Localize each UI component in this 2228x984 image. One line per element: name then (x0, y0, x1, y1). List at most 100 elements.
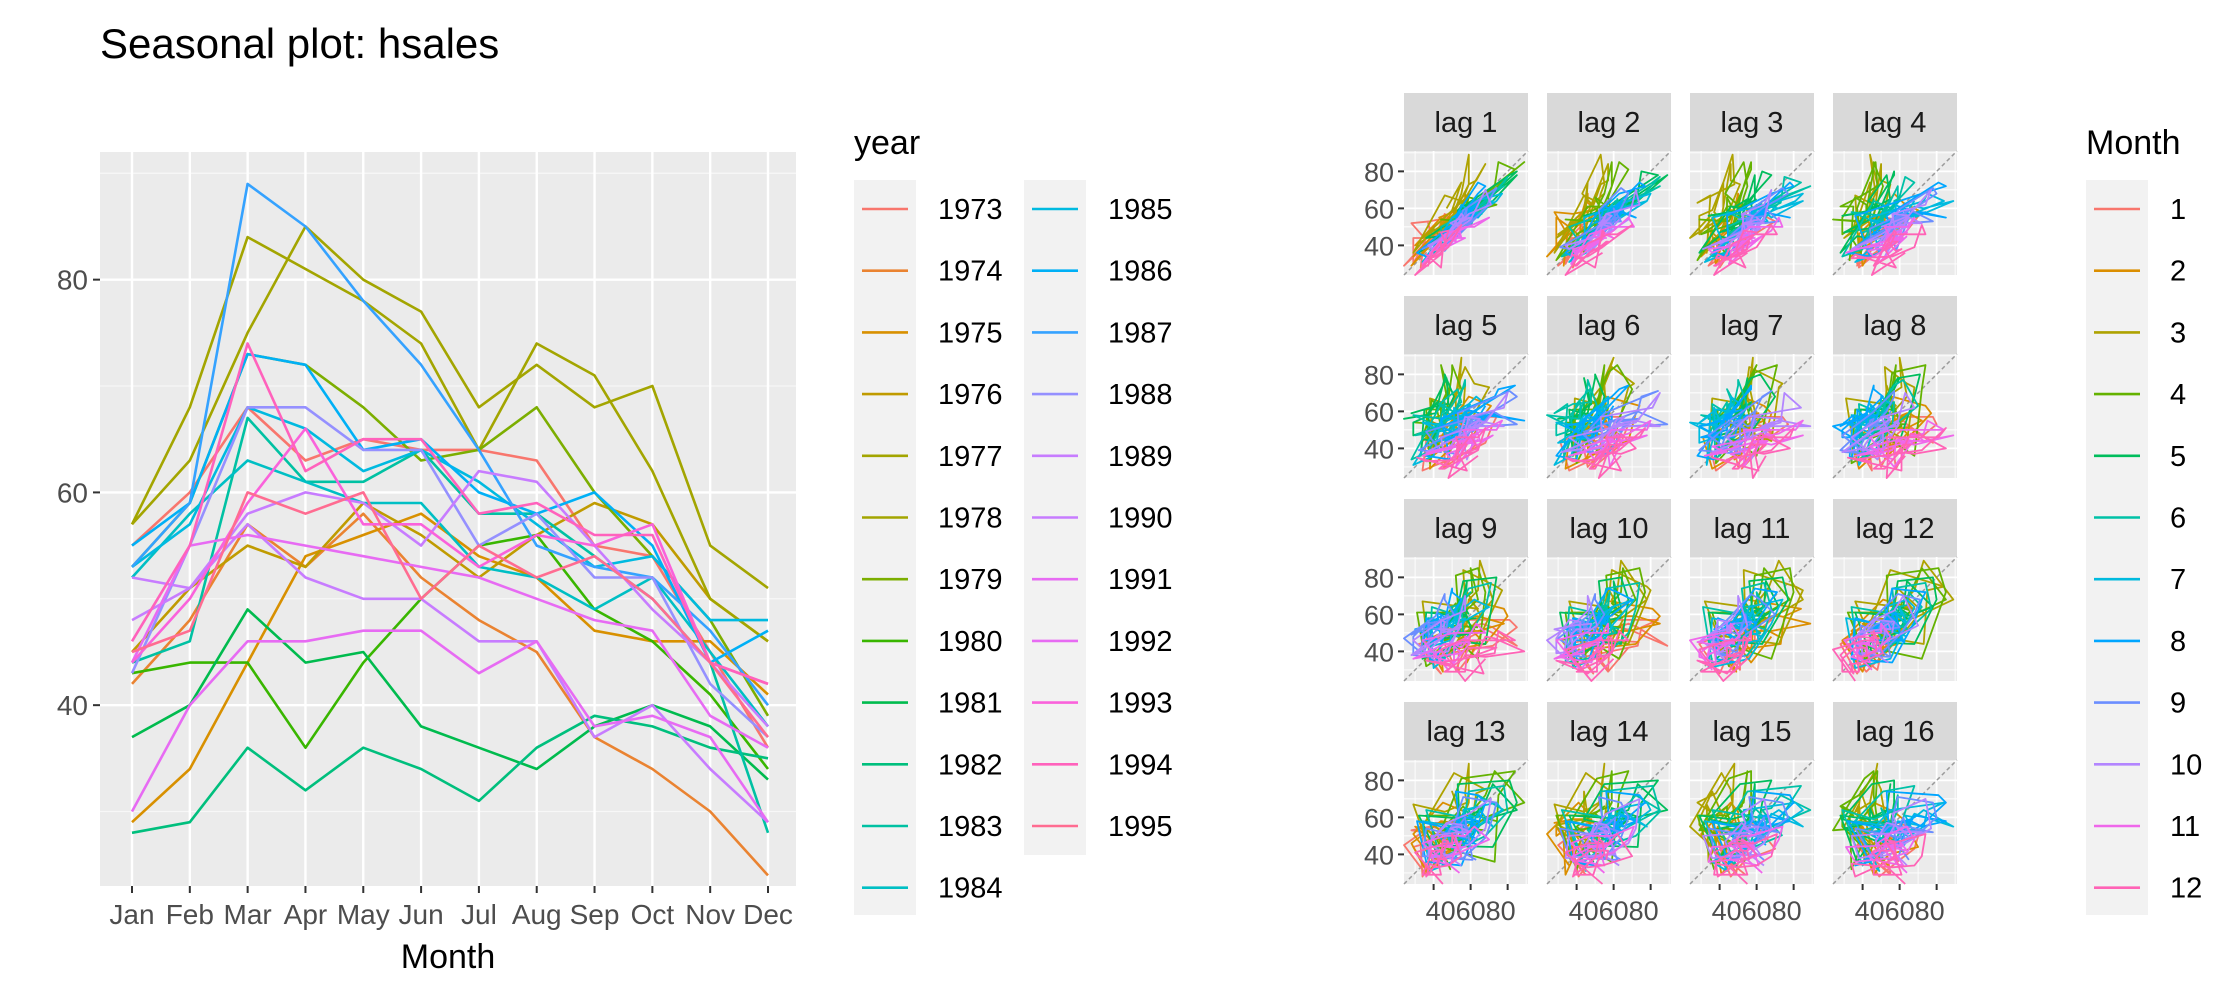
lag-panel-1: lag 1 40 60 80 (1364, 93, 1529, 276)
seasonal-series-line-1995 (131, 491, 770, 738)
seasonal-x-tick-label: Jan (109, 899, 154, 930)
seasonal-series-line-1974 (131, 512, 769, 877)
lag-panel-strip-label: lag 1 (1435, 107, 1498, 139)
lag-panel-strip-label: lag 2 (1578, 107, 1641, 139)
lag-panel-11: lag 11 (1689, 499, 1815, 682)
seasonal-series-line-1976 (131, 501, 769, 653)
lag-y-tick-label: 40 (1364, 231, 1394, 261)
month-legend-label: 9 (2170, 688, 2186, 720)
lag-path-month-12 (1850, 833, 1927, 885)
lag-panel-16: lag 16 406080 (1832, 702, 1958, 926)
lag-panel-strip (1833, 296, 1957, 354)
seasonal-x-tick-label: Sep (570, 899, 620, 930)
month-legend-key-background (2086, 180, 2148, 915)
year-legend-label: 1977 (938, 441, 1003, 473)
month-legend-label: 3 (2170, 317, 2186, 349)
lag-panel-strip-label: lag 15 (1712, 716, 1791, 748)
lag-path-month-5 (1707, 576, 1789, 660)
seasonal-x-tick-label: Aug (512, 899, 562, 930)
lag-path-month-11 (1854, 419, 1955, 468)
lag-path-month-6 (1546, 378, 1598, 461)
lag-path-month-12 (1564, 427, 1646, 479)
lag-path-month-12 (1711, 427, 1795, 479)
year-legend-label: 1975 (938, 317, 1003, 349)
month-legend-label: 10 (2170, 749, 2202, 781)
lag-path-month-12 (1846, 427, 1947, 479)
month-legend-label: 1 (2170, 194, 2186, 226)
lag-panel-14: lag 14 406080 (1546, 702, 1672, 926)
year-legend-label: 1989 (1108, 441, 1173, 473)
year-legend-label: 1987 (1108, 317, 1173, 349)
seasonal-y-tick-label: 40 (57, 690, 88, 721)
lag-panel-5: lag 5 40 60 80 (1364, 296, 1529, 479)
lag-panel-7: lag 7 (1689, 296, 1815, 479)
lag-panel-9: lag 9 40 60 80 (1364, 499, 1529, 682)
lag-panel-strip (1690, 499, 1814, 557)
lag-y-tick-label: 40 (1364, 637, 1394, 667)
lag-path-month-6 (1841, 785, 1916, 867)
lag-path-month-10 (1702, 188, 1773, 258)
lag-panel-strip (1547, 499, 1671, 557)
month-legend-label: 8 (2170, 626, 2186, 658)
year-legend-label: 1976 (938, 379, 1003, 411)
lag-panel-strip-label: lag 3 (1721, 107, 1784, 139)
lag-path-month-12 (1414, 224, 1463, 276)
lag-panel-strip-label: lag 14 (1569, 716, 1648, 748)
lag-path-month-3 (1689, 153, 1741, 254)
lag-path-month-9 (1557, 593, 1606, 658)
year-legend-label: 1978 (938, 503, 1003, 535)
lag-panel-strip-label: lag 8 (1864, 310, 1927, 342)
lag-panel-12: lag 12 (1832, 499, 1958, 682)
seasonal-series-line-1982 (131, 714, 769, 835)
seasonal-x-tick-label: Jun (399, 899, 444, 930)
lag-panel-strip (1833, 499, 1957, 557)
lag-panel-strip (1404, 296, 1528, 354)
year-legend-label: 1985 (1108, 194, 1173, 226)
lag-path-month-11 (1570, 216, 1635, 265)
lag-y-tick-label: 80 (1364, 157, 1394, 187)
seasonal-series-line-1988 (130, 405, 769, 739)
lag-y-tick-label: 80 (1364, 360, 1394, 390)
lag-path-month-12 (1564, 224, 1633, 276)
seasonal-series-line-1993 (131, 427, 769, 686)
lag-path-month-4 (1832, 770, 1884, 871)
lag-path-month-9 (1707, 593, 1776, 658)
lag-path-month-3 (1689, 762, 1741, 863)
seasonal-x-tick-label: Apr (284, 899, 328, 930)
lag-panel-strip (1690, 93, 1814, 151)
seasonal-series-line-1977 (130, 235, 769, 643)
lag-panel-strip-label: lag 10 (1569, 513, 1648, 545)
lag-path-month-10 (1702, 798, 1773, 867)
seasonal-x-tick-label: Feb (166, 899, 214, 930)
lag-path-month-10 (1711, 391, 1812, 461)
lag-panel-strip-label: lag 7 (1721, 310, 1784, 342)
lag-path-month-11 (1421, 825, 1490, 874)
seasonal-series-line-1984 (131, 459, 770, 728)
seasonal-series-line-1987 (131, 182, 770, 706)
year-legend-title: year (854, 124, 920, 162)
lag-panel-strip-label: lag 6 (1578, 310, 1641, 342)
lag-path-month-11 (1553, 622, 1609, 671)
year-legend-label: 1994 (1108, 749, 1173, 781)
month-legend-title: Month (2086, 124, 2181, 162)
lag-x-tick-labels: 406080 (1426, 896, 1516, 926)
lag-y-tick-label: 80 (1364, 563, 1394, 593)
lag-y-tick-label: 40 (1364, 434, 1394, 464)
seasonal-x-tick-label: Oct (631, 899, 675, 930)
lag-y-tick-label: 80 (1364, 766, 1394, 796)
seasonal-series-line-1989 (131, 469, 769, 728)
month-legend-label: 4 (2170, 379, 2186, 411)
lag-panel-strip (1547, 296, 1671, 354)
lag-x-tick-labels: 406080 (1855, 896, 1945, 926)
year-legend-label: 1979 (938, 564, 1003, 596)
seasonal-x-tick-label: Jul (461, 899, 497, 930)
lag-y-tick-label: 60 (1364, 397, 1394, 427)
lag-path-month-4 (1832, 161, 1884, 262)
lag-panel-strip (1404, 702, 1528, 760)
lag-path-month-11 (1689, 622, 1741, 671)
year-legend-label: 1993 (1108, 688, 1173, 720)
lag-path-month-9 (1421, 187, 1498, 252)
lag-panel-2: lag 2 (1546, 93, 1672, 276)
